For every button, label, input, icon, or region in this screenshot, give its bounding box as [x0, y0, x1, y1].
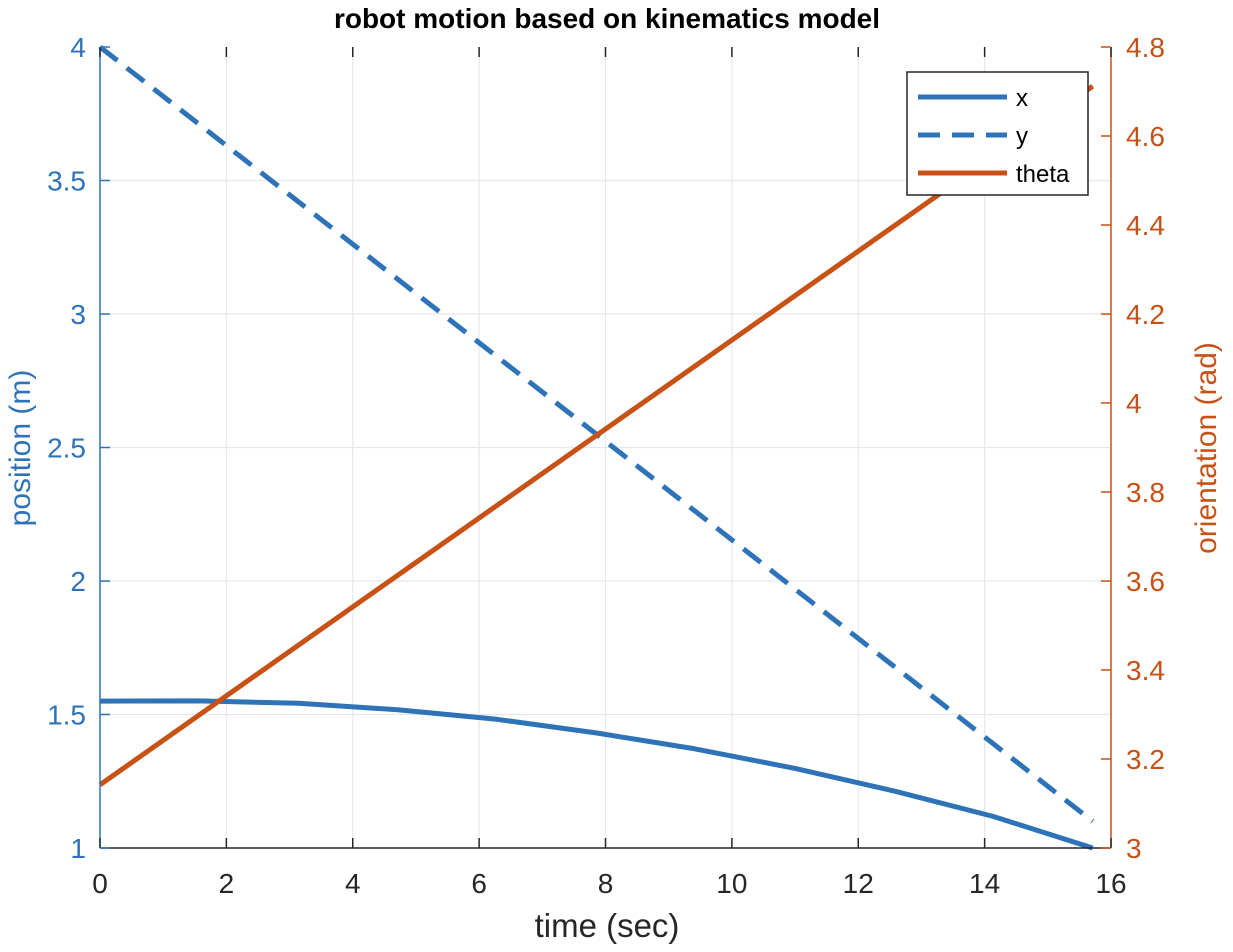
y-right-tick-label: 4.8 — [1126, 32, 1165, 63]
x-axis-label: time (sec) — [535, 907, 680, 944]
y-axis-right-label: orientation (rad) — [1190, 342, 1223, 554]
x-tick-label: 2 — [219, 868, 235, 899]
ticks-layer: 0 2 4 6 8 10 12 14 16 1 1.5 2 2.5 3 3.5 4 3 3.2 3.4 3.6 3.8 4… — [47, 32, 1165, 899]
y-left-tick-label: 1.5 — [47, 700, 86, 731]
y-left-tick-label: 4 — [70, 32, 86, 63]
x-tick-label: 6 — [471, 868, 487, 899]
legend-label-x: x — [1016, 85, 1028, 112]
y-right-tick-label: 4.2 — [1126, 299, 1165, 330]
y-left-tick-label: 3 — [70, 299, 86, 330]
y-right-tick-label: 4.4 — [1126, 210, 1165, 241]
x-tick-label: 16 — [1095, 868, 1126, 899]
legend: x y theta — [906, 71, 1089, 196]
y-left-tick-label: 2 — [70, 566, 86, 597]
series-line-theta — [98, 84, 1095, 787]
series-layer — [98, 45, 1095, 851]
chart-title: robot motion based on kinematics model — [334, 3, 880, 34]
y-left-tick-label: 1 — [70, 833, 86, 864]
y-right-tick-label: 3.8 — [1126, 477, 1165, 508]
y-right-tick-label: 3 — [1126, 833, 1142, 864]
x-tick-label: 0 — [92, 868, 108, 899]
x-tick-label: 8 — [598, 868, 614, 899]
legend-label-theta: theta — [1016, 161, 1070, 188]
y-axis-left-label: position (m) — [4, 370, 37, 527]
x-tick-label: 12 — [843, 868, 874, 899]
y-right-tick-label: 4 — [1126, 388, 1142, 419]
x-tick-label: 10 — [716, 868, 747, 899]
y-left-tick-label: 3.5 — [47, 166, 86, 197]
legend-label-y: y — [1016, 123, 1028, 150]
series-line-x — [99, 698, 1094, 851]
x-tick-label: 4 — [345, 868, 361, 899]
x-tick-label: 14 — [969, 868, 1000, 899]
y-right-tick-label: 3.6 — [1126, 566, 1165, 597]
y-right-tick-label: 3.2 — [1126, 744, 1165, 775]
y-right-tick-label: 3.4 — [1126, 655, 1165, 686]
y-right-tick-label: 4.6 — [1126, 121, 1165, 152]
y-left-tick-label: 2.5 — [47, 433, 86, 464]
